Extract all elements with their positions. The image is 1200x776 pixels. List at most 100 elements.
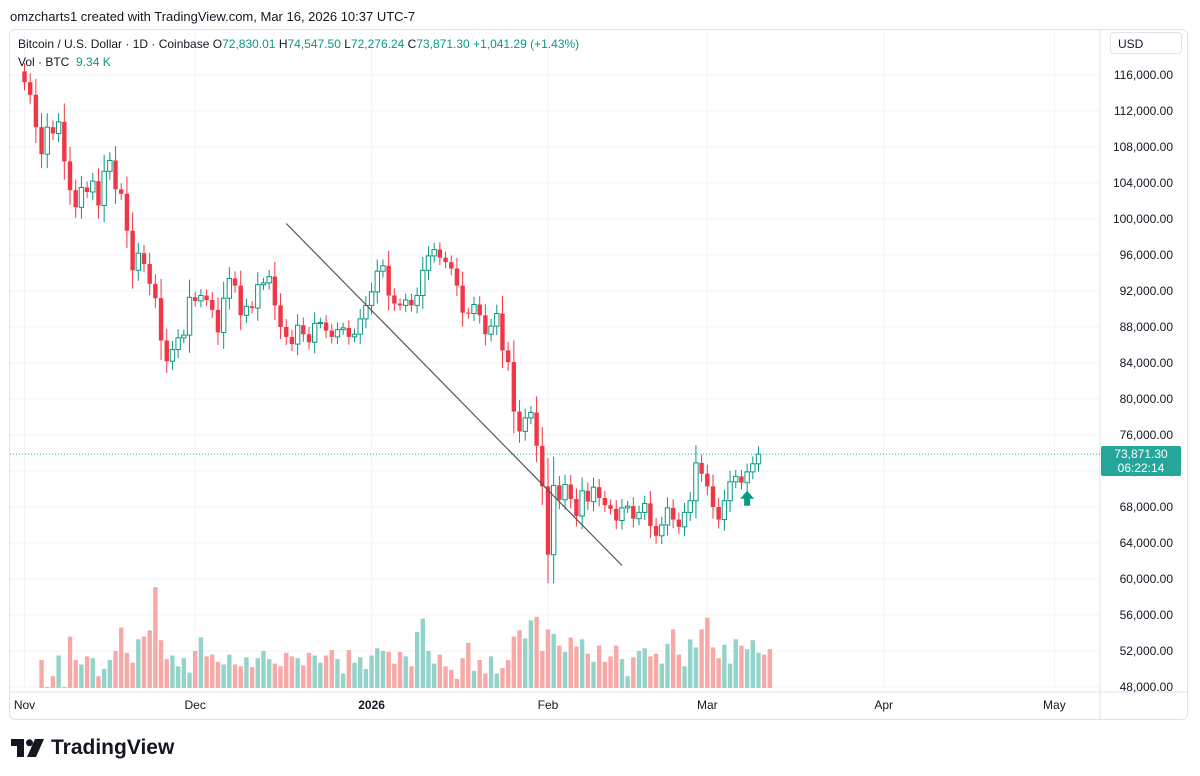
volume-bar	[397, 651, 403, 688]
volume-bar	[62, 687, 67, 688]
candle-body	[278, 305, 283, 327]
volume-bar	[750, 640, 756, 688]
candle-body	[568, 484, 573, 499]
volume-bar	[318, 662, 323, 688]
y-tick-label: 68,000.00	[1120, 500, 1174, 514]
candle-body	[750, 463, 756, 473]
candle-body	[130, 230, 135, 271]
candle-body	[540, 445, 545, 487]
candle-body	[454, 268, 460, 286]
candle-body	[425, 255, 432, 271]
volume-bar	[284, 652, 289, 688]
candle-body	[50, 127, 56, 134]
candle-body	[215, 309, 221, 333]
candle-body	[528, 412, 534, 419]
candle-body	[739, 476, 744, 483]
y-tick-label: 60,000.00	[1120, 572, 1174, 586]
candle-body	[186, 296, 193, 336]
candle-body	[255, 284, 261, 309]
bar-countdown: 06:22:14	[1117, 461, 1165, 475]
candle-body	[169, 349, 176, 362]
candle-body	[642, 502, 648, 513]
volume-bar	[454, 678, 460, 688]
candle-body	[545, 486, 551, 555]
volume-bar	[636, 651, 642, 688]
candle-body	[175, 337, 181, 350]
candle-body	[721, 500, 728, 521]
chart-frame	[9, 29, 1188, 720]
volume-bar	[699, 629, 704, 688]
candle-body	[243, 305, 250, 316]
symbol-title[interactable]: Bitcoin / U.S. Dollar · 1D · Coinbase	[18, 37, 210, 51]
volume-bar	[409, 666, 414, 688]
volume-bar	[540, 651, 545, 688]
currency-selector[interactable]: USD	[1110, 32, 1182, 54]
volume-bar	[466, 642, 471, 688]
volume-bar	[39, 660, 44, 688]
candle-body	[727, 481, 733, 502]
volume-bar	[625, 676, 630, 688]
candle-body	[522, 417, 528, 432]
volume-bar	[648, 656, 653, 688]
volume-bar	[665, 643, 670, 688]
volume-bar	[261, 651, 266, 688]
y-tick-label: 108,000.00	[1113, 140, 1173, 154]
candle-body	[733, 475, 739, 483]
volume-bar	[568, 637, 573, 688]
candle-body	[494, 313, 500, 327]
candle-body	[449, 262, 454, 269]
candle-body	[90, 180, 96, 193]
candle-body	[113, 160, 118, 190]
volume-bar	[215, 661, 221, 688]
volume-bar	[198, 637, 204, 688]
volume-bar	[73, 660, 78, 688]
volume-bar	[67, 636, 73, 688]
volume-bar	[716, 658, 721, 688]
candle-body	[198, 295, 204, 302]
high-label: H	[278, 37, 288, 51]
volume-bar	[762, 654, 767, 688]
candle-body	[676, 519, 682, 527]
low-value: 72,276.24	[350, 37, 405, 51]
volume-bar	[158, 640, 164, 688]
volume-bar	[443, 666, 448, 688]
candle-body	[73, 190, 78, 208]
candle-body	[294, 324, 301, 345]
candle-body	[39, 127, 44, 155]
candle-body	[488, 325, 494, 335]
candle-body	[284, 327, 289, 337]
candle-body	[329, 330, 334, 337]
candle-body	[608, 505, 613, 509]
open-label: O	[212, 37, 223, 51]
volume-bar	[517, 630, 522, 688]
candle-body	[272, 276, 278, 306]
candle-body	[141, 253, 147, 264]
tradingview-brand[interactable]: TradingView	[11, 736, 174, 760]
volume-bar	[488, 656, 494, 688]
x-tick-label: Apr	[874, 698, 893, 712]
volume-bar	[574, 646, 579, 688]
volume-bar	[56, 655, 61, 688]
volume-bar	[642, 648, 647, 688]
candle-body	[483, 315, 488, 335]
y-tick-label: 76,000.00	[1120, 428, 1174, 442]
candle-body	[471, 304, 477, 314]
candle-body	[351, 333, 358, 338]
volume-bar	[431, 663, 437, 688]
candle-body	[124, 193, 130, 231]
volume-bar	[124, 652, 130, 688]
volume-bar	[346, 650, 352, 688]
candle-body	[409, 300, 414, 306]
resistance-trendline	[285, 223, 623, 566]
y-tick-label: 88,000.00	[1120, 320, 1174, 334]
candle-body	[431, 249, 437, 257]
volume-label[interactable]: Vol · BTC	[18, 55, 70, 69]
candle-body	[340, 327, 346, 331]
volume-bar	[244, 657, 249, 688]
volume-bar	[585, 653, 591, 688]
candle-body	[238, 285, 243, 316]
volume-bar	[471, 670, 477, 688]
candle-body	[289, 336, 295, 345]
candle-body	[101, 170, 107, 207]
